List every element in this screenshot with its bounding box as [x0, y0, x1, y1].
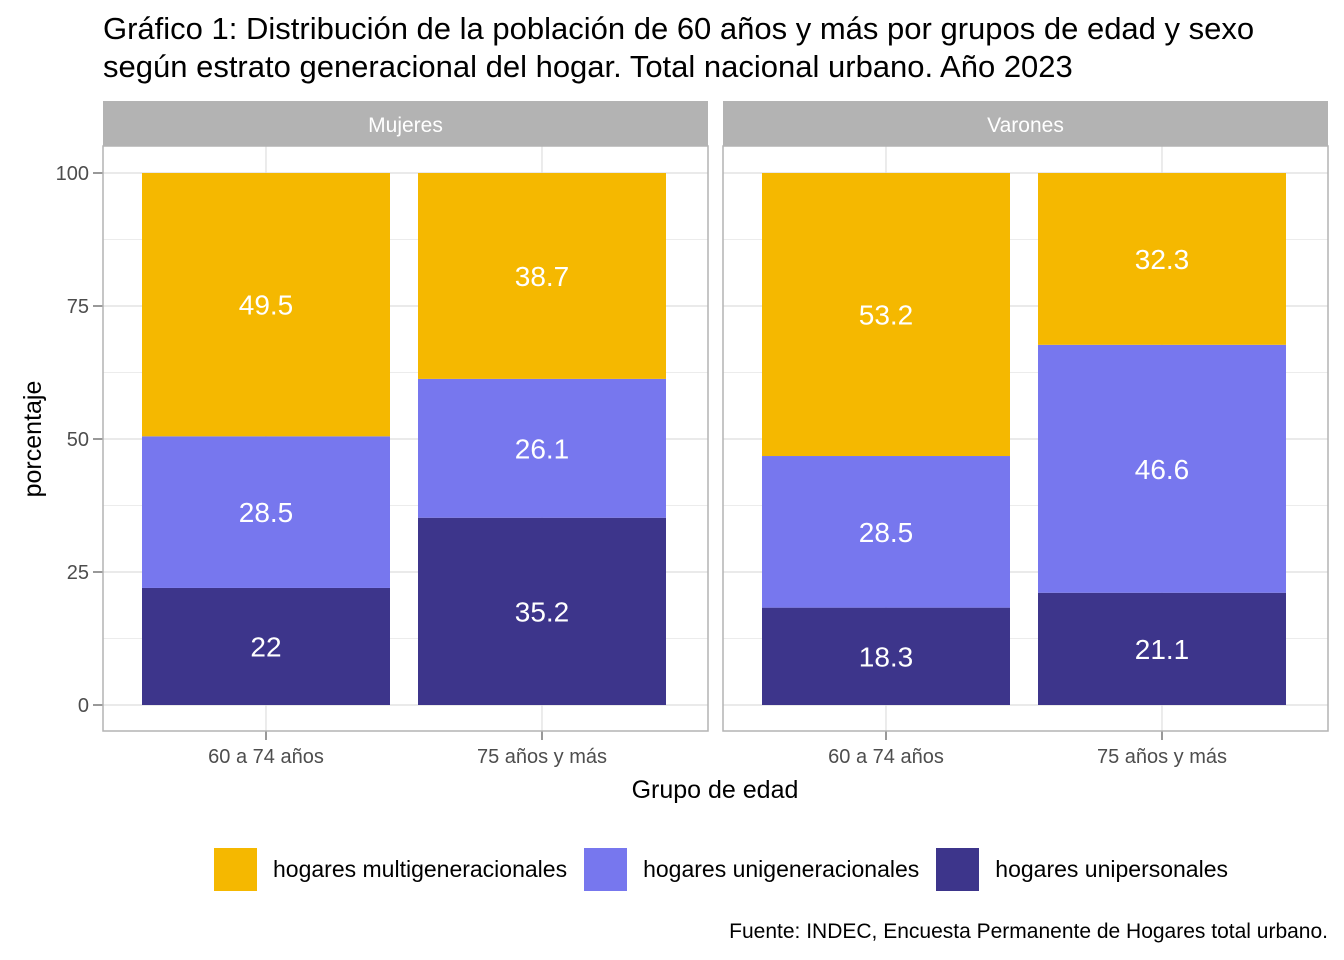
y-tick-label: 0 [78, 695, 89, 717]
y-tick-label: 25 [67, 562, 89, 584]
legend-label: hogares unipersonales [995, 855, 1228, 882]
facet-label: Mujeres [368, 114, 443, 137]
x-axis-title: Grupo de edad [632, 776, 799, 804]
bar-segment [1038, 344, 1286, 593]
facet-label: Varones [987, 114, 1064, 137]
x-tick-label: 60 a 74 años [828, 746, 944, 768]
data-label: 35.2 [515, 596, 570, 627]
facet-strip [723, 101, 1328, 146]
x-tick-label: 75 años y más [1097, 746, 1227, 768]
bar-segment [142, 587, 390, 705]
panel-border [722, 145, 1329, 732]
data-label: 22 [250, 631, 281, 662]
legend-swatch [584, 847, 628, 891]
bar-segment [1038, 592, 1286, 705]
bar-segment [142, 173, 390, 437]
bar-segment [762, 456, 1010, 608]
legend-item: hogares unigeneracionales [584, 847, 920, 891]
legend-label: hogares unigeneracionales [643, 855, 920, 882]
legend: hogares multigeneracionales hogares unige… [214, 847, 1245, 891]
data-label: 53.2 [859, 300, 914, 331]
bar-segment [762, 173, 1010, 457]
source-note: Fuente: INDEC, Encuesta Permanente de Ho… [729, 920, 1328, 943]
bar-segment [142, 436, 390, 588]
y-tick-label: 75 [67, 296, 89, 318]
legend-swatch [936, 847, 980, 891]
data-label: 28.5 [239, 497, 294, 528]
bar-segment [418, 378, 666, 518]
facet-strip [103, 101, 708, 146]
bar-segment [418, 517, 666, 705]
data-label: 28.5 [859, 517, 914, 548]
stacked-bar-chart: 0 25 50 75 100 porcentaje Grupo de edad Mujeres… [19, 101, 1329, 804]
legend-label: hogares multigeneracionales [273, 855, 568, 882]
legend-item: hogares multigeneracionales [214, 847, 568, 891]
data-label: 32.3 [1135, 244, 1190, 275]
chart-title-line-1: Gráfico 1: Distribución de la población … [103, 11, 1255, 46]
chart-title-line-2: según estrato generacional del hogar. To… [103, 49, 1073, 84]
y-tick-label: 50 [67, 429, 89, 451]
bar-segment [418, 173, 666, 379]
data-label: 49.5 [239, 290, 294, 321]
x-tick-label: 75 años y más [477, 746, 607, 768]
data-label: 18.3 [859, 641, 914, 672]
chart-title: Gráfico 1: Distribución de la población … [103, 10, 1344, 86]
y-tick-label: 100 [56, 163, 89, 185]
panel-border [102, 145, 709, 732]
y-axis-title: porcentaje [19, 381, 47, 498]
data-label: 21.1 [1135, 634, 1190, 665]
x-tick-label: 60 a 74 años [208, 746, 324, 768]
data-label: 38.7 [515, 261, 570, 292]
data-label: 46.6 [1135, 454, 1190, 485]
bar-segment [1038, 173, 1286, 345]
data-label: 26.1 [515, 433, 570, 464]
bar-segment [762, 607, 1010, 705]
legend-item: hogares unipersonales [936, 847, 1228, 891]
legend-swatch [214, 847, 257, 891]
